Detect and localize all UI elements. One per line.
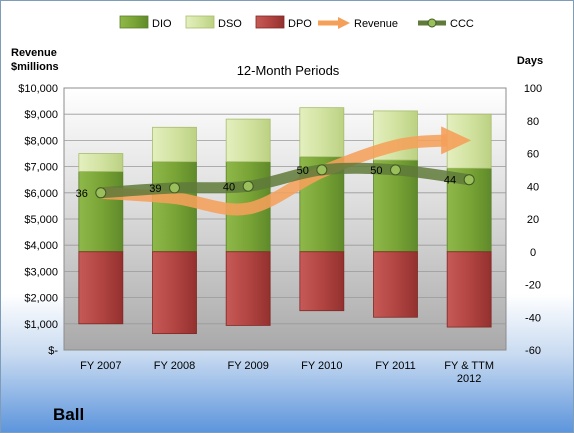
right-axis-tick: 60 (527, 149, 539, 161)
ccc-line (95, 162, 475, 199)
left-axis-tick: $7,000 (24, 162, 58, 174)
x-axis-tick: FY 2007 (80, 360, 121, 372)
ccc-data-label: 36 (76, 188, 88, 200)
revenue-line (100, 134, 448, 216)
left-axis-tick: $4,000 (24, 240, 58, 252)
dso-bar (299, 107, 345, 158)
ccc-marker (463, 174, 475, 186)
revenue-arrowhead (441, 126, 472, 155)
left-axis-tick: $10,000 (18, 83, 58, 95)
ccc-data-label: 40 (223, 181, 235, 193)
left-axis-title: $millions (11, 61, 59, 73)
dso-bar (225, 118, 271, 163)
ccc-marker (169, 182, 180, 194)
right-axis-tick: -20 (525, 280, 541, 292)
legend-arrowhead (338, 17, 350, 29)
ccc-marker (95, 187, 107, 199)
left-axis-tick: $6,000 (24, 188, 58, 200)
dso-bar (152, 126, 197, 163)
ccc-data-label: 50 (370, 165, 382, 177)
legend-swatch-dio (119, 15, 149, 29)
x-axis-tick: FY & TTM (444, 360, 494, 372)
right-axis-title: Days (517, 55, 543, 67)
legend-marker (427, 18, 437, 28)
dpo-bar (446, 251, 492, 328)
left-axis-tick: $- (48, 345, 58, 357)
chart-title: 12-Month Periods (237, 63, 340, 78)
left-axis-tick: $1,000 (24, 319, 58, 331)
ccc-data-label: 50 (297, 165, 309, 177)
right-axis-tick: -60 (525, 345, 541, 357)
right-axis-tick: 40 (527, 181, 539, 193)
left-axis-tick: $9,000 (24, 109, 58, 121)
ccc-marker (390, 164, 401, 176)
dpo-bar (373, 251, 418, 318)
left-axis-tick: $5,000 (24, 214, 58, 226)
right-axis-tick: 20 (527, 214, 539, 226)
ccc-marker (242, 180, 254, 192)
right-axis-tick: 0 (530, 247, 536, 259)
x-axis-tick: 2012 (457, 373, 481, 385)
left-axis-title: Revenue (11, 47, 57, 59)
left-axis-tick: $8,000 (24, 135, 58, 147)
legend-label: Revenue (354, 18, 398, 30)
company-name: Ball (53, 405, 85, 424)
right-axis-tick: 100 (524, 83, 542, 95)
dpo-bar (225, 251, 271, 326)
legend-swatch-dpo (255, 15, 285, 29)
legend-swatch-dso (185, 15, 215, 29)
dio-bar (78, 171, 124, 253)
ccc-data-label: 39 (149, 183, 161, 195)
ccc-marker (316, 164, 328, 176)
dpo-bar (78, 251, 124, 325)
left-axis-tick: $2,000 (24, 293, 58, 305)
dpo-bar (299, 251, 345, 312)
x-axis-tick: FY 2010 (301, 360, 342, 372)
legend-label: DIO (152, 18, 172, 30)
right-axis-tick: -40 (525, 312, 541, 324)
legend-label: DSO (218, 18, 242, 30)
dpo-bar (152, 251, 197, 335)
x-axis-tick: FY 2009 (227, 360, 268, 372)
ccc-data-label: 44 (444, 175, 456, 187)
legend-label: CCC (450, 18, 474, 30)
legend-label: DPO (288, 18, 312, 30)
x-axis-tick: FY 2011 (375, 360, 416, 372)
dso-bar (78, 153, 124, 172)
right-axis-tick: 80 (527, 116, 539, 128)
x-axis-tick: FY 2008 (154, 360, 195, 372)
left-axis-tick: $3,000 (24, 266, 58, 278)
